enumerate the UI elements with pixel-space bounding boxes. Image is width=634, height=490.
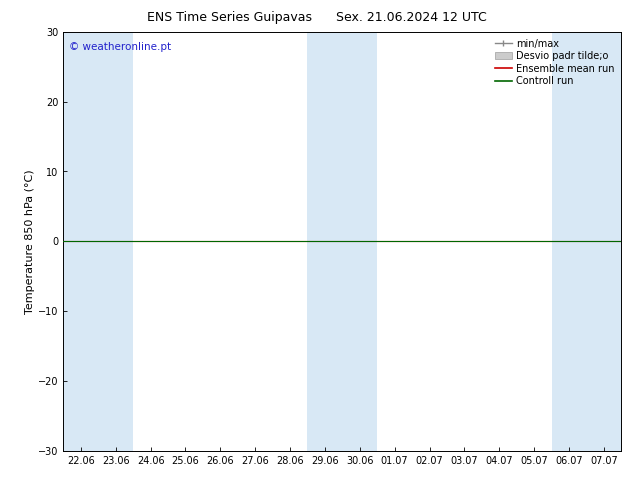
Bar: [63, 32, 133, 451]
Text: © weatheronline.pt: © weatheronline.pt: [69, 42, 171, 52]
Text: ENS Time Series Guipavas      Sex. 21.06.2024 12 UTC: ENS Time Series Guipavas Sex. 21.06.2024…: [147, 11, 487, 24]
Legend: min/max, Desvio padr tilde;o, Ensemble mean run, Controll run: min/max, Desvio padr tilde;o, Ensemble m…: [493, 37, 616, 88]
Bar: [307, 32, 377, 451]
Y-axis label: Temperature 850 hPa (°C): Temperature 850 hPa (°C): [25, 169, 36, 314]
Bar: [552, 32, 621, 451]
